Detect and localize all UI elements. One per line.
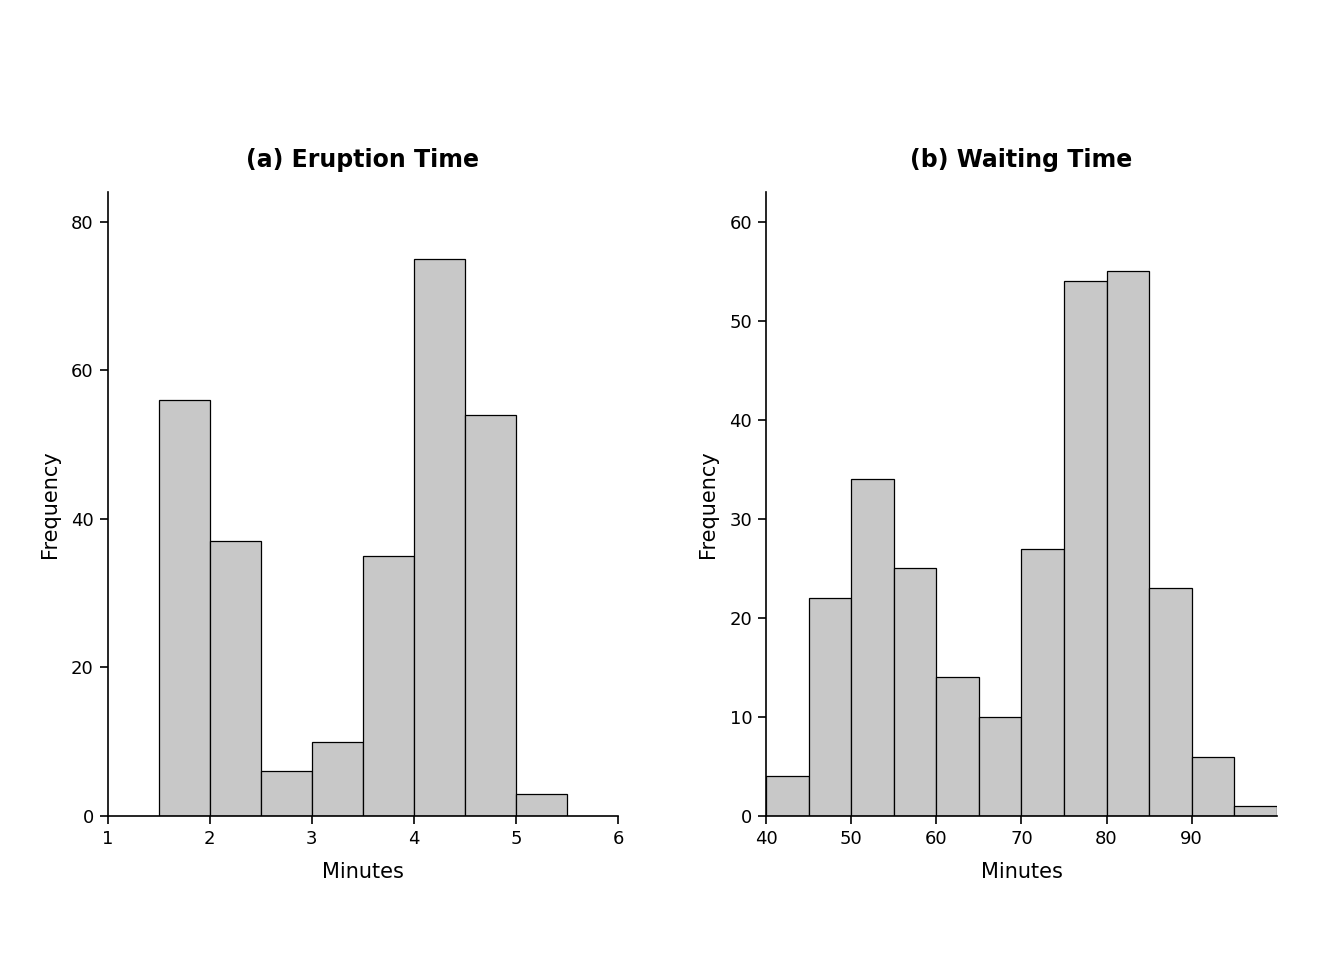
Bar (1234, 806, 1277, 816)
Bar (1149, 588, 1192, 816)
X-axis label: Minutes: Minutes (323, 862, 403, 882)
Y-axis label: Frequency: Frequency (40, 450, 59, 558)
Bar (894, 568, 937, 816)
Bar (937, 678, 978, 816)
Bar (1021, 548, 1064, 816)
Bar (312, 742, 363, 816)
X-axis label: Minutes: Minutes (981, 862, 1062, 882)
Bar (766, 777, 809, 816)
Bar (159, 400, 210, 816)
Bar (1106, 272, 1149, 816)
Bar (1064, 281, 1106, 816)
Bar (978, 717, 1021, 816)
Bar (1192, 756, 1234, 816)
Bar (261, 772, 312, 816)
Title: (a) Eruption Time: (a) Eruption Time (246, 148, 480, 172)
Y-axis label: Frequency: Frequency (699, 450, 718, 558)
Title: (b) Waiting Time: (b) Waiting Time (910, 148, 1133, 172)
Bar (516, 794, 567, 816)
Bar (363, 556, 414, 816)
Bar (210, 541, 261, 816)
Bar (809, 598, 851, 816)
Bar (414, 259, 465, 816)
Bar (465, 415, 516, 816)
Bar (851, 479, 894, 816)
